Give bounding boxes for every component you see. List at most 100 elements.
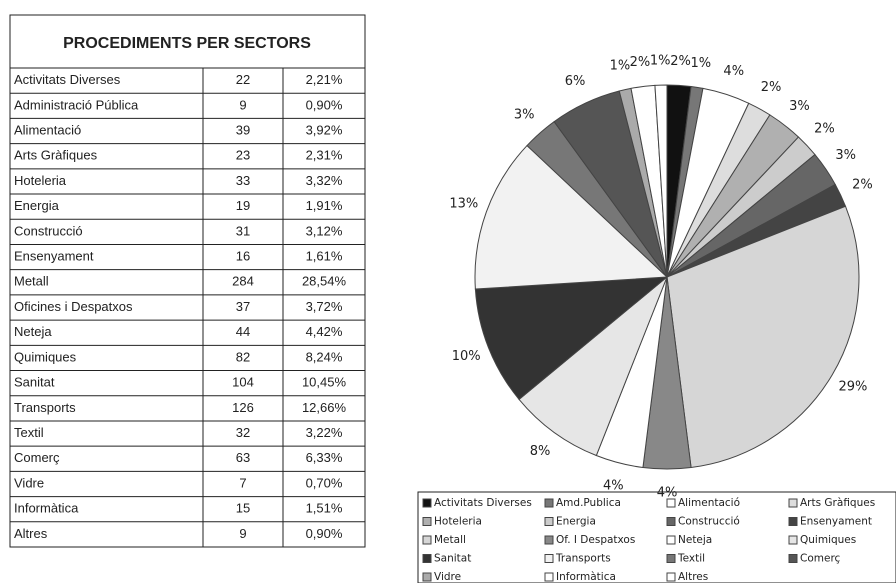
sector-name: Activitats Diverses [14,72,121,87]
table-frame [9,14,366,548]
slice-label: 3% [789,99,810,114]
sector-percent: 0,90% [306,526,343,541]
sector-name: Administració Pública [14,97,139,112]
sector-name: Construcció [14,223,83,238]
legend-swatch [544,554,554,563]
slice-label: 3% [835,148,856,163]
legend-label: Transports [555,553,611,565]
sector-count: 16 [236,249,250,264]
legend-frame [417,491,896,583]
legend-swatch [422,554,432,563]
legend-swatch [544,535,554,545]
sector-percent: 3,92% [306,122,343,137]
sector-name: Altres [14,526,48,541]
sector-name: Vidre [14,475,44,490]
sector-percent: 3,72% [306,299,343,314]
legend-label: Hoteleria [434,516,482,528]
legend-swatch [422,498,432,508]
sector-name: Quimiques [14,349,77,364]
sector-count: 23 [236,148,250,163]
sector-percent: 1,51% [306,501,343,516]
slice-label: 13% [449,196,478,211]
sector-name: Arts Gràfiques [14,148,98,163]
legend-swatch [788,554,798,563]
sector-percent: 8,24% [306,349,343,364]
sector-count: 9 [239,97,246,112]
legend-label: Altres [678,571,708,583]
legend-swatch [666,535,676,545]
sector-count: 39 [236,122,250,137]
sector-percent: 3,22% [306,425,343,440]
legend-swatch [788,517,798,526]
legend-swatch [544,517,554,526]
slice-label: 6% [565,74,586,89]
sector-count: 32 [236,425,250,440]
sector-count: 126 [232,400,254,415]
sector-percent: 12,66% [302,400,347,415]
legend-label: Arts Gràfiques [800,497,875,509]
slice-label: 4% [723,64,744,79]
slice-label: 10% [452,349,481,364]
legend-label: Amd.Publica [556,497,621,509]
sector-count: 63 [236,450,250,465]
sector-count: 82 [236,349,250,364]
legend-swatch [544,498,554,508]
slice-label: 1% [610,59,631,74]
sector-percent: 2,31% [306,148,343,163]
sector-name: Transports [14,400,76,415]
legend-swatch [666,554,676,563]
sector-percent: 6,33% [306,450,343,465]
slice-label: 2% [761,80,782,95]
legend-label: Of. I Despatxos [556,534,635,546]
pie-slice [474,144,669,290]
sector-name: Textil [14,425,44,440]
sector-percent: 10,45% [302,375,347,390]
legend-label: Activitats Diverses [434,497,532,509]
legend-label: Vidre [434,571,461,583]
sector-percent: 3,12% [306,223,343,238]
sector-count: 104 [232,375,254,390]
legend-swatch [422,517,432,526]
sector-name: Metall [14,274,49,289]
legend-label: Textil [677,553,705,565]
sector-count: 37 [236,299,250,314]
sector-percent: 3,32% [306,173,343,188]
legend-label: Sanitat [434,553,471,565]
sector-percent: 28,54% [302,274,347,289]
sector-percent: 2,21% [306,72,343,87]
legend-swatch [788,498,798,508]
legend-label: Informàtica [556,571,616,583]
pie-slice [518,276,668,457]
slice-label: 1% [650,54,671,69]
legend-swatch [544,572,554,582]
legend-label: Alimentació [678,497,740,509]
sector-count: 284 [232,274,254,289]
pie-slice [654,84,668,278]
sector-count: 19 [236,198,250,213]
sector-count: 44 [236,324,250,339]
legend-swatch [666,572,676,582]
slice-label: 29% [838,379,867,394]
legend-label: Neteja [678,534,712,546]
slice-label: 4% [603,479,624,494]
legend-swatch [666,498,676,508]
sector-percent: 1,61% [306,249,343,264]
slice-label: 3% [514,107,535,122]
sector-name: Ensenyament [14,249,94,264]
legend-label: Energia [556,516,596,528]
sector-name: Sanitat [14,375,55,390]
sector-percent: 0,90% [306,97,343,112]
sector-percent: 1,91% [306,198,343,213]
slice-label: 2% [630,55,651,70]
sector-count: 22 [236,72,250,87]
legend-swatch [788,535,798,545]
sector-percent: 0,70% [306,475,343,490]
slice-label: 2% [852,178,873,193]
sector-count: 33 [236,173,250,188]
sector-name: Alimentació [14,122,81,137]
sector-percent: 4,42% [306,324,343,339]
slice-label: 4% [657,486,678,501]
sector-name: Oficines i Despatxos [14,299,133,314]
legend-label: Quimiques [800,534,856,546]
